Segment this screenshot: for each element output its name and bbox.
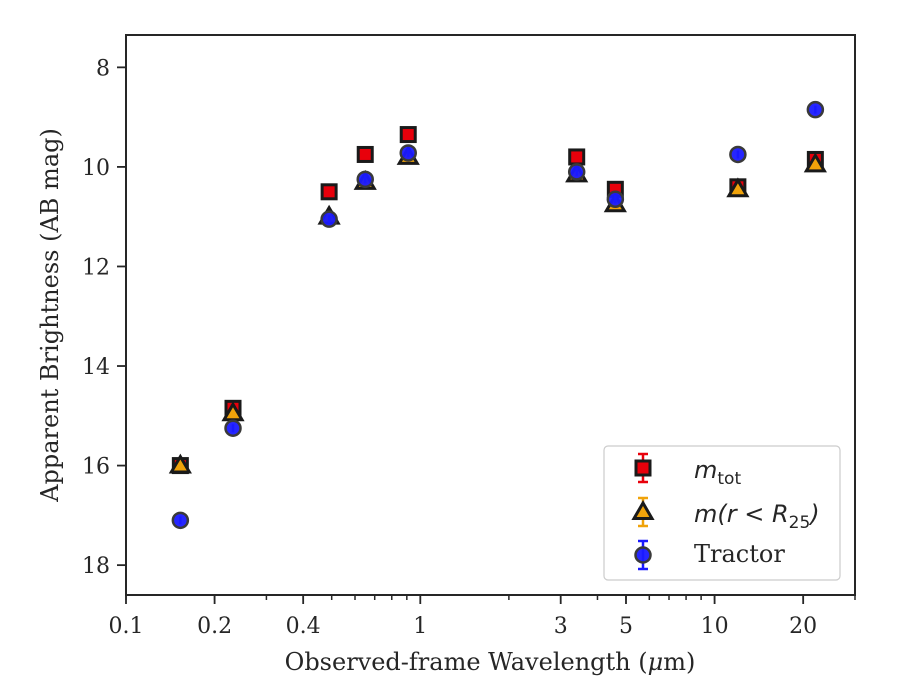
data-point [568, 148, 586, 166]
x-tick-label: 20 [789, 614, 817, 639]
data-point [399, 144, 417, 162]
x-tick-label: 0.2 [197, 614, 232, 639]
y-axis-title: Apparent Brightness (AB mag) [36, 128, 64, 503]
data-point [726, 177, 750, 198]
legend-marker [634, 459, 652, 477]
x-tick-label: 0.1 [109, 614, 144, 639]
legend-label-mtot: mtot [694, 456, 741, 489]
legend-label-mr25: m(r < R25) [694, 500, 820, 533]
y-tick-label: 16 [82, 455, 110, 480]
data-point [224, 419, 242, 437]
y-axis: 8 10 12 14 16 18 [82, 56, 126, 579]
legend-marker [631, 500, 655, 520]
data-point [606, 190, 625, 209]
x-axis: 0.1 0.2 0.4 1 3 5 10 20 [109, 595, 856, 639]
x-tick-label: 1 [413, 614, 427, 639]
data-point [320, 183, 338, 201]
data-point [729, 145, 747, 164]
data-point [806, 100, 825, 119]
x-tick-label: 5 [619, 614, 633, 639]
y-tick-label: 14 [82, 355, 110, 380]
data-point [171, 511, 190, 530]
y-tick-label: 12 [82, 255, 110, 280]
series-1 [168, 144, 827, 474]
series-0 [171, 126, 824, 475]
x-tick-label: 10 [701, 614, 729, 639]
plot-frame [125, 34, 856, 596]
legend-marker [634, 546, 652, 564]
data-point [803, 152, 827, 173]
data-point [168, 453, 192, 474]
data-marks [168, 100, 827, 530]
data-point [399, 126, 417, 144]
y-tick-label: 18 [82, 554, 110, 579]
x-tick-label: 3 [554, 614, 568, 639]
data-point [567, 163, 586, 181]
x-tick-label: 0.4 [286, 614, 321, 639]
legend: mtot m(r < R25) Tractor [603, 445, 841, 581]
legend-box [603, 445, 841, 581]
legend-label-tractor: Tractor [694, 540, 785, 568]
data-point [356, 170, 374, 189]
x-axis-title: Observed-frame Wavelength (μm) [285, 648, 696, 676]
y-tick-label: 8 [96, 56, 110, 81]
data-point [320, 210, 338, 228]
y-tick-label: 10 [82, 156, 110, 181]
data-point [356, 145, 374, 163]
series-2 [171, 100, 825, 530]
